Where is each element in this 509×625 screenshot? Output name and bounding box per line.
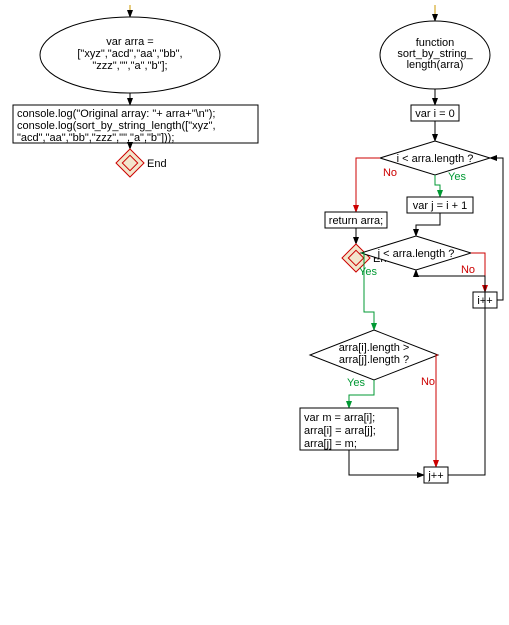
svg-text:j < arra.length ?: j < arra.length ? [377,248,455,260]
svg-text:No: No [461,264,475,276]
svg-text:arra[j].length ?: arra[j].length ? [339,354,409,366]
svg-text:console.log("Original array: ": console.log("Original array: "+ arra+"\n… [17,108,215,120]
svg-text:var m = arra[i];: var m = arra[i]; [304,412,375,424]
svg-text:arra[i].length >: arra[i].length > [339,342,410,354]
svg-text:Yes: Yes [347,377,365,389]
svg-text:Yes: Yes [359,266,377,278]
svg-text:No: No [421,376,435,388]
svg-text:"acd","aa","bb","zzz","","a",": "acd","aa","bb","zzz","","a","b"])); [17,132,174,144]
svg-text:return arra;: return arra; [329,215,383,227]
svg-text:No: No [383,167,397,179]
svg-text:i < arra.length ?: i < arra.length ? [397,153,474,165]
svg-text:End: End [147,158,167,170]
svg-text:console.log(sort_by_string_len: console.log(sort_by_string_length(["xyz"… [17,120,216,132]
svg-text:arra[j] = m;: arra[j] = m; [304,438,357,450]
svg-text:var j = i + 1: var j = i + 1 [413,200,467,212]
svg-text:var arra =: var arra = [106,36,153,48]
svg-text:["xyz","acd","aa","bb",: ["xyz","acd","aa","bb", [77,48,182,60]
svg-text:"zzz","","a","b"];: "zzz","","a","b"]; [92,60,167,72]
svg-text:Yes: Yes [448,171,466,183]
svg-text:arra[i] = arra[j];: arra[i] = arra[j]; [304,425,376,437]
svg-text:length(arra): length(arra) [407,59,464,71]
flowchart-canvas: var arra =["xyz","acd","aa","bb","zzz","… [0,0,509,625]
svg-text:j++: j++ [427,470,443,482]
svg-text:var i = 0: var i = 0 [415,108,454,120]
